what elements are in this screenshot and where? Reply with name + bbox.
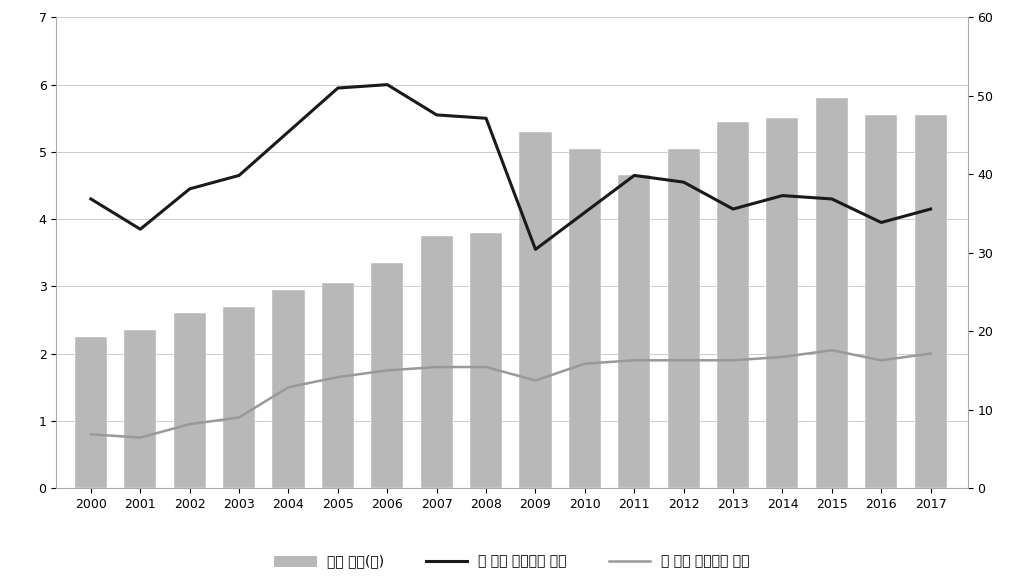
Bar	[519, 132, 552, 488]
Bar	[322, 283, 354, 488]
Bar	[618, 175, 650, 488]
Bar	[816, 98, 848, 488]
Bar	[914, 115, 946, 488]
Bar	[75, 337, 106, 488]
Bar	[668, 149, 699, 488]
Legend: 중국 비중(우), 대 세계 무역적자 비중, 대 중국 무역적자 비중: 중국 비중(우), 대 세계 무역적자 비중, 대 중국 무역적자 비중	[268, 549, 756, 574]
Bar	[766, 119, 799, 488]
Bar	[223, 307, 255, 488]
Bar	[272, 290, 304, 488]
Bar	[421, 236, 453, 488]
Bar	[568, 149, 601, 488]
Bar	[865, 115, 897, 488]
Bar	[470, 232, 502, 488]
Bar	[717, 121, 750, 488]
Bar	[372, 263, 403, 488]
Bar	[124, 330, 157, 488]
Bar	[174, 313, 206, 488]
